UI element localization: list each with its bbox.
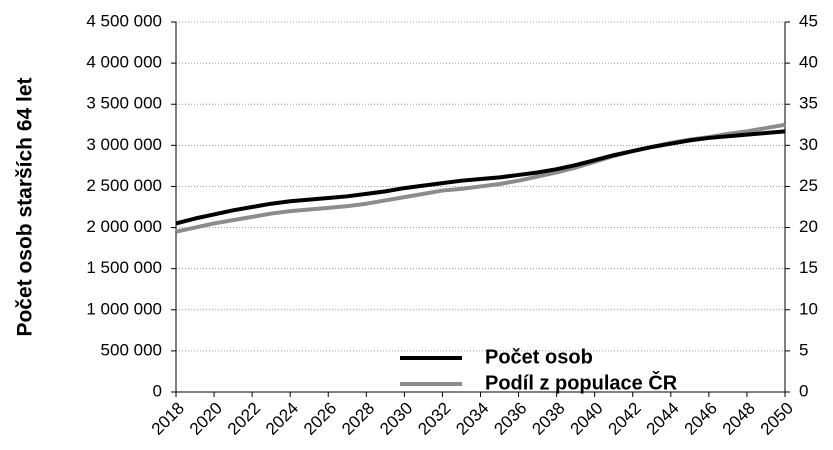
y-tick-label: 1 000 000	[86, 299, 162, 318]
y-axis-title: Počet osob starších 64 let	[14, 77, 37, 336]
x-tick-label: 2030	[376, 399, 416, 439]
y2-tick-label: 20	[799, 217, 818, 236]
y2-tick-label: 35	[799, 94, 818, 113]
y-tick-label: 3 000 000	[86, 135, 162, 154]
y2-tick-label: 15	[799, 258, 818, 277]
y-tick-label: 500 000	[101, 340, 162, 359]
x-tick-label: 2050	[757, 399, 797, 439]
x-tick-label: 2024	[262, 399, 302, 439]
y-tick-label: 2 500 000	[86, 176, 162, 195]
x-tick-label: 2042	[605, 399, 645, 439]
x-tick-label: 2046	[681, 399, 721, 439]
y2-tick-label: 0	[799, 381, 808, 400]
x-tick-label: 2036	[490, 399, 530, 439]
y2-tick-label: 5	[799, 340, 808, 359]
x-tick-label: 2018	[148, 399, 188, 439]
x-tick-label: 2034	[452, 399, 492, 439]
x-tick-label: 2048	[719, 399, 759, 439]
x-tick-label: 2040	[567, 399, 607, 439]
x-tick-label: 2044	[643, 399, 683, 439]
x-tick-label: 2022	[224, 399, 264, 439]
y-tick-label: 4 000 000	[86, 53, 162, 72]
legend-label: Počet osob	[485, 346, 593, 368]
series-line	[175, 129, 786, 226]
y-tick-label: 0	[153, 381, 162, 400]
y2-tick-label: 30	[799, 135, 818, 154]
legend-label: Podíl z populace ČR	[485, 370, 678, 394]
x-tick-label: 2038	[528, 399, 568, 439]
x-tick-label: 2032	[414, 399, 454, 439]
x-tick-label: 2026	[300, 399, 340, 439]
y-tick-label: 2 000 000	[86, 217, 162, 236]
y2-tick-label: 10	[799, 299, 818, 318]
y-tick-label: 4 500 000	[86, 11, 162, 30]
y2-tick-label: 40	[799, 53, 818, 72]
y2-tick-label: 45	[799, 11, 818, 30]
x-tick-label: 2028	[338, 399, 378, 439]
y-tick-label: 3 500 000	[86, 94, 162, 113]
y2-tick-label: 25	[799, 176, 818, 195]
y-tick-label: 1 500 000	[86, 258, 162, 277]
x-tick-label: 2020	[186, 399, 226, 439]
